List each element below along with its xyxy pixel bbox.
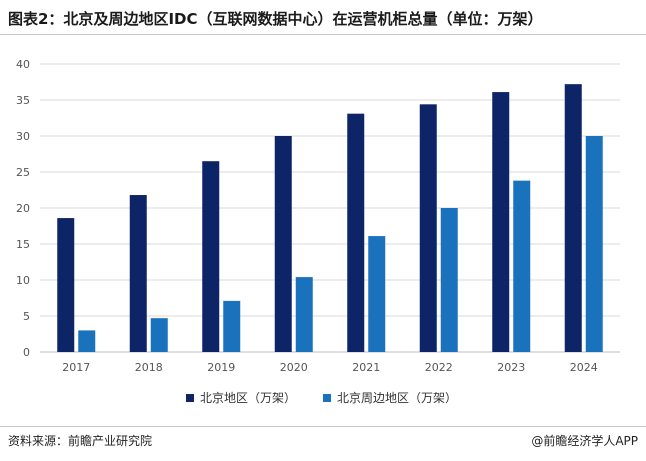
bars	[57, 84, 603, 353]
bar-surrounding	[513, 180, 531, 352]
legend-item-surrounding: 北京周边地区（万架）	[323, 389, 457, 406]
bar-surrounding	[585, 136, 603, 352]
bar-beijing	[57, 218, 75, 352]
bar-surrounding	[368, 236, 386, 352]
title-divider	[0, 34, 646, 35]
y-tick-label: 5	[23, 310, 30, 323]
source-note: 资料来源：前瞻产业研究院	[8, 434, 153, 448]
x-tick-label: 2024	[570, 361, 598, 374]
y-tick-label: 35	[16, 94, 30, 107]
legend: 北京地区（万架） 北京周边地区（万架）	[0, 389, 646, 407]
x-tick-label: 2021	[352, 361, 380, 374]
bar-beijing	[564, 84, 582, 352]
x-axis-ticks: 2017 2018 2019 2020 2021 2022 2023 2024	[62, 361, 598, 374]
bar-beijing	[129, 195, 147, 352]
y-tick-label: 25	[16, 166, 30, 179]
legend-swatch-beijing	[186, 394, 194, 402]
bar-beijing	[419, 104, 437, 352]
chart-title: 图表2：北京及周边地区IDC（互联网数据中心）在运营机柜总量（单位：万架）	[8, 10, 543, 28]
y-tick-label: 0	[23, 346, 30, 359]
legend-item-beijing: 北京地区（万架）	[186, 389, 296, 406]
x-tick-label: 2020	[280, 361, 308, 374]
y-tick-label: 10	[16, 274, 30, 287]
footer-divider	[0, 426, 646, 427]
x-tick-label: 2017	[62, 361, 90, 374]
y-tick-label: 40	[16, 58, 30, 71]
gridlines	[40, 63, 620, 353]
y-tick-label: 20	[16, 202, 30, 215]
bar-chart: 0 5 10 15 20 25 30 35 40 2017 2018 2019 2020 2021 202…	[16, 58, 620, 374]
bar-beijing	[492, 92, 510, 352]
bar-beijing	[347, 113, 365, 353]
x-tick-label: 2022	[425, 361, 453, 374]
bar-beijing	[202, 161, 220, 352]
bar-surrounding	[295, 277, 313, 352]
y-axis-ticks: 0 5 10 15 20 25 30 35 40	[16, 58, 30, 359]
legend-label-surrounding: 北京周边地区（万架）	[337, 391, 458, 405]
y-tick-label: 15	[16, 238, 30, 251]
x-tick-label: 2019	[207, 361, 235, 374]
x-tick-label: 2023	[497, 361, 525, 374]
brand-credit: @前瞻经济学人APP	[531, 434, 638, 448]
legend-label-beijing: 北京地区（万架）	[200, 391, 297, 405]
y-tick-label: 30	[16, 130, 30, 143]
x-tick-label: 2018	[135, 361, 163, 374]
bar-surrounding	[223, 300, 241, 352]
legend-swatch-surrounding	[323, 394, 331, 402]
bar-beijing	[274, 136, 292, 352]
bar-surrounding	[78, 330, 96, 352]
bar-surrounding	[440, 208, 458, 352]
bar-surrounding	[150, 318, 168, 352]
